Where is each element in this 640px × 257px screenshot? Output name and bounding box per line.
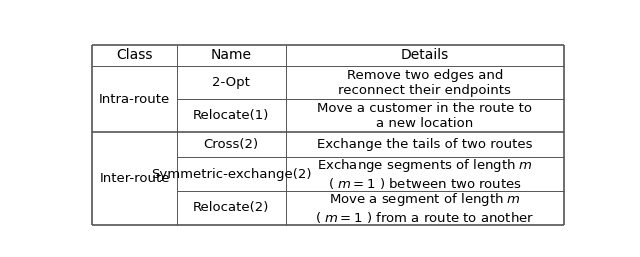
Text: Inter-route: Inter-route (99, 172, 170, 185)
Text: Relocate(1): Relocate(1) (193, 109, 269, 122)
Text: Move a segment of length $m$
( $m = 1$ ) from a route to another: Move a segment of length $m$ ( $m = 1$ )… (315, 191, 534, 225)
Text: Cross(2): Cross(2) (204, 138, 259, 151)
Text: Relocate(2): Relocate(2) (193, 201, 269, 214)
Text: Remove two edges and
reconnect their endpoints: Remove two edges and reconnect their end… (339, 69, 511, 97)
Text: Symmetric-exchange(2): Symmetric-exchange(2) (151, 168, 312, 181)
Text: Intra-route: Intra-route (99, 93, 170, 106)
Text: Details: Details (401, 49, 449, 62)
Text: Exchange the tails of two routes: Exchange the tails of two routes (317, 138, 532, 151)
Text: 2-Opt: 2-Opt (212, 76, 250, 89)
Text: Exchange segments of length $m$
( $m = 1$ ) between two routes: Exchange segments of length $m$ ( $m = 1… (317, 157, 532, 191)
Text: Name: Name (211, 49, 252, 62)
Text: Move a customer in the route to
a new location: Move a customer in the route to a new lo… (317, 102, 532, 130)
Text: Class: Class (116, 49, 153, 62)
